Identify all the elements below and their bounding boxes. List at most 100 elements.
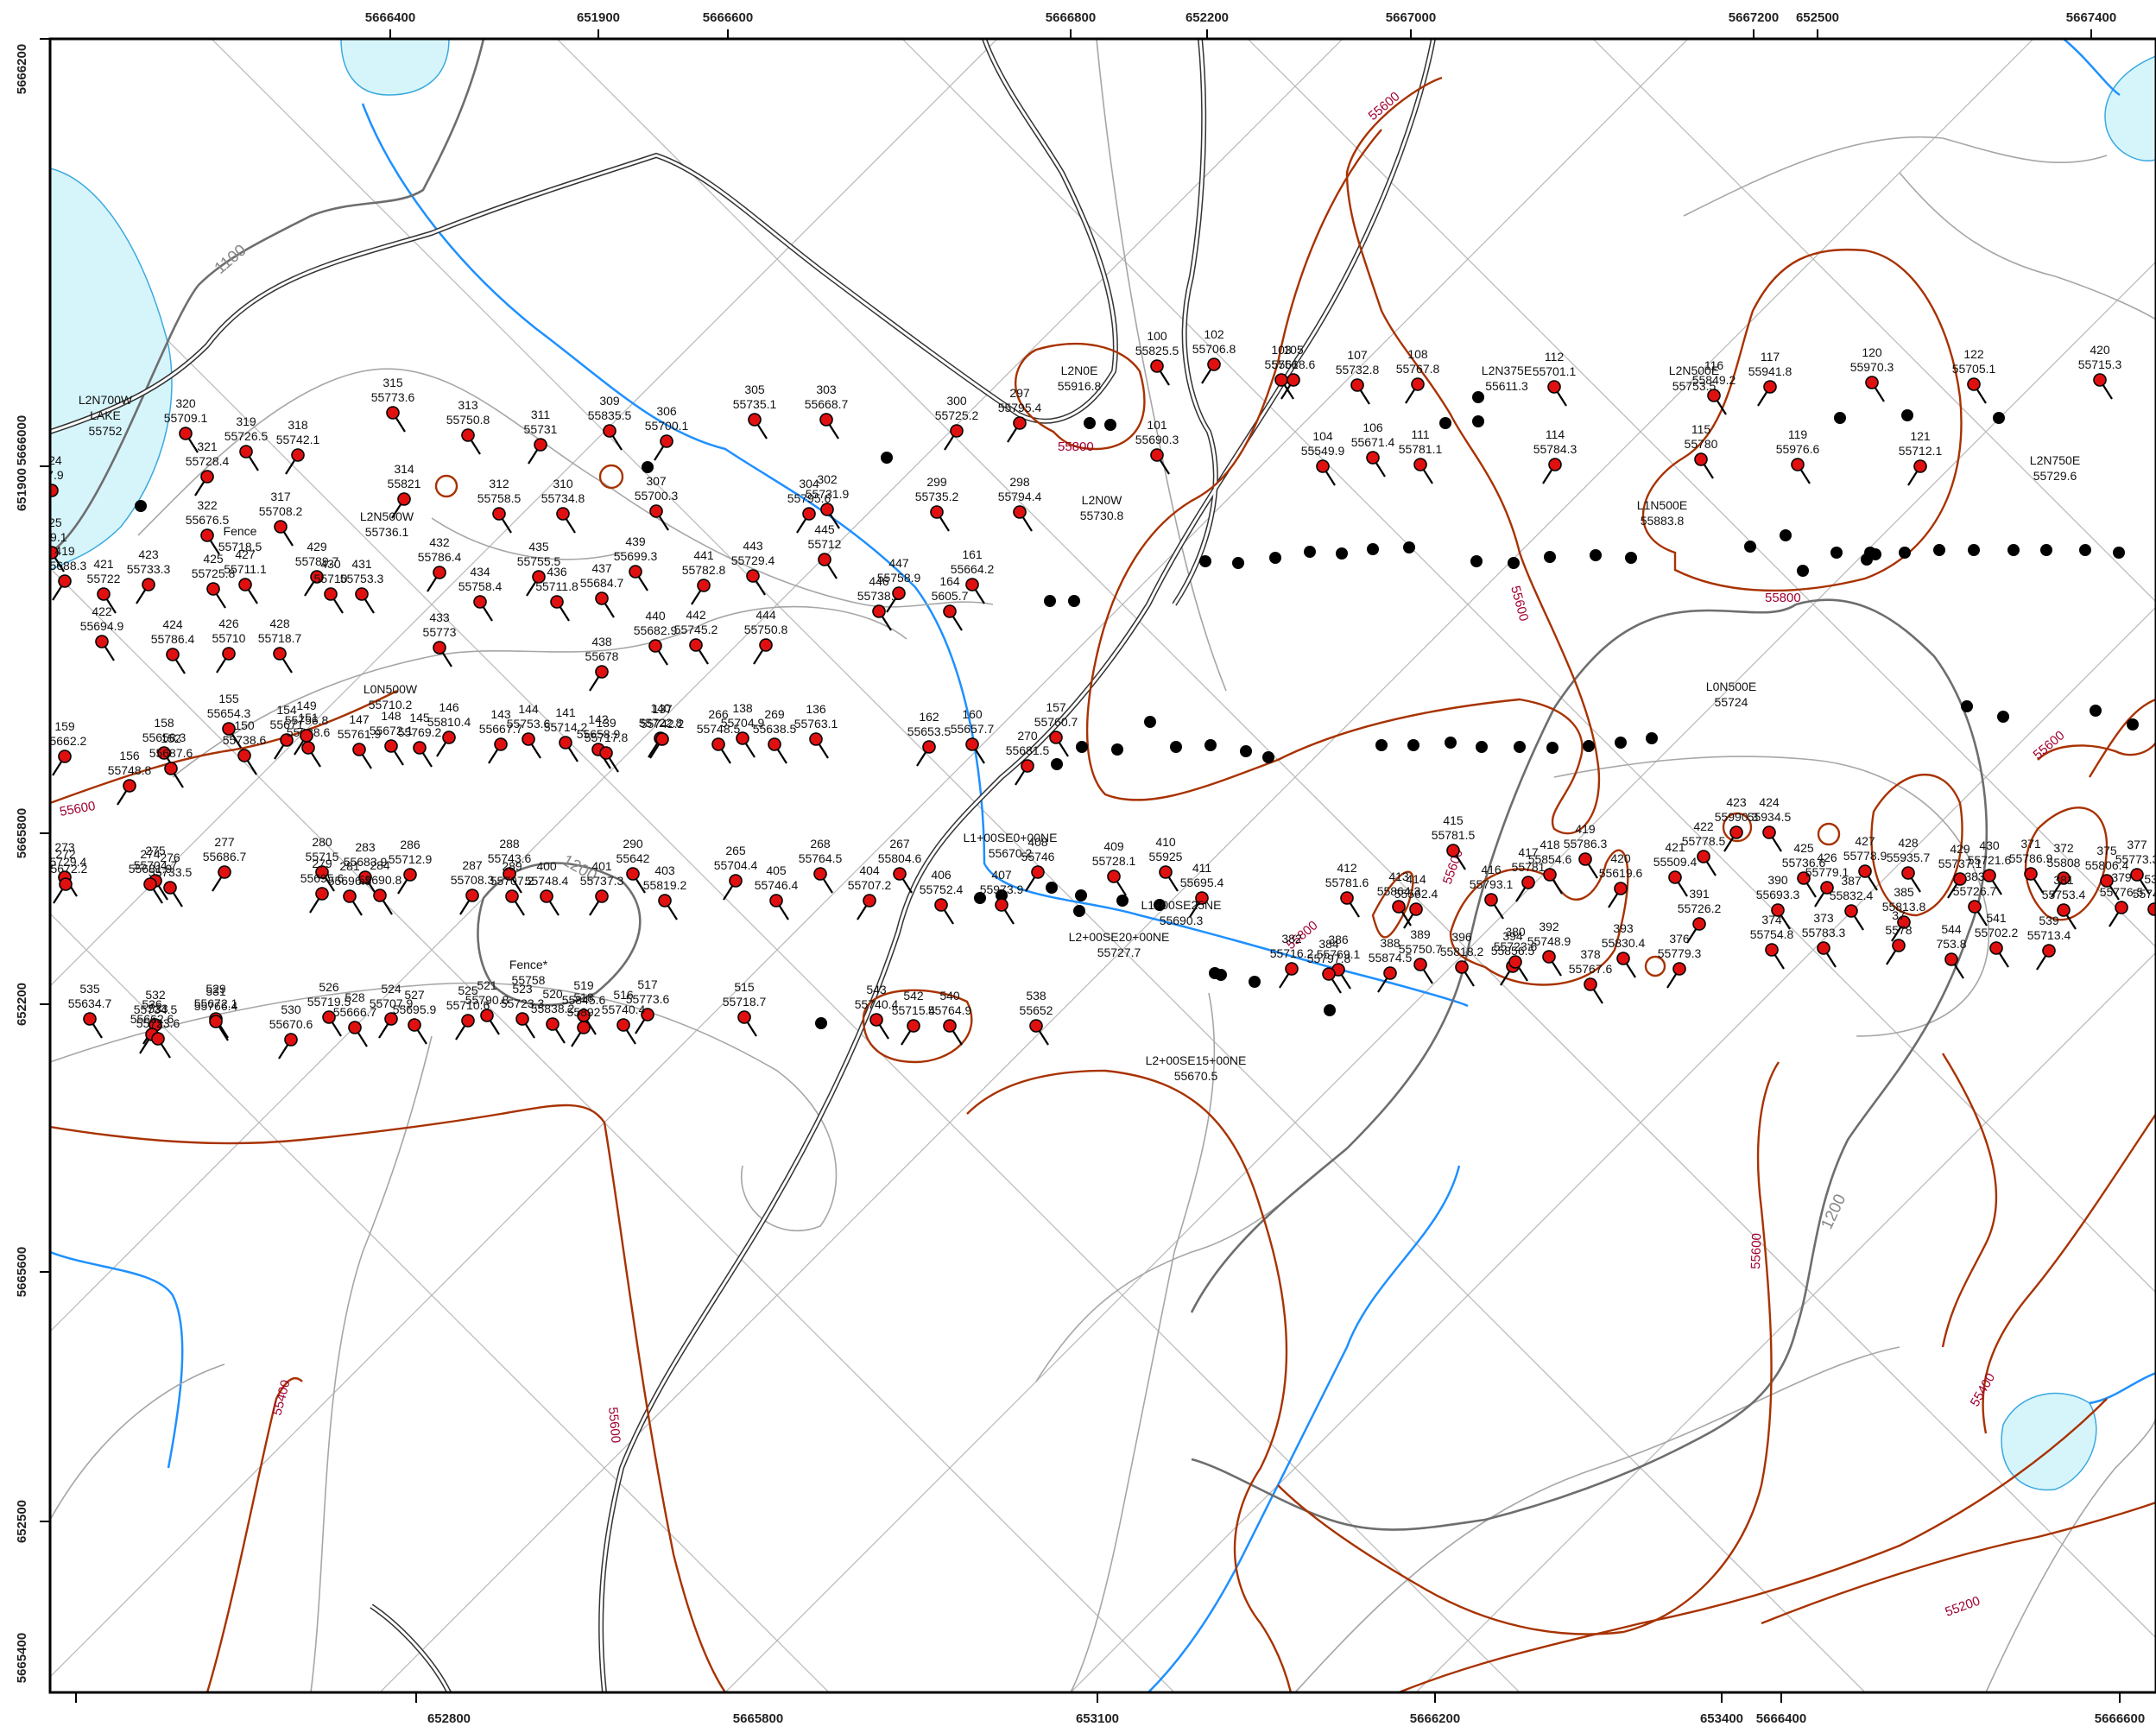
- station-value: 55722.8: [639, 716, 683, 730]
- station-value: 55756.8: [285, 713, 329, 727]
- station-dot: [218, 865, 231, 879]
- station-dot: [239, 445, 253, 459]
- station-dot: [802, 507, 816, 521]
- station-value: 55717.8: [585, 731, 629, 744]
- station-value: 55856.5: [1491, 944, 1535, 958]
- station-value: 55738.2: [857, 589, 901, 603]
- station-value: 55804.6: [878, 851, 922, 865]
- station-value: 55818.2: [1440, 945, 1484, 958]
- station-id: 540: [939, 989, 960, 1002]
- station-id: 392: [1539, 920, 1559, 933]
- station-dot: [1967, 377, 1981, 391]
- station-id: 412: [1337, 861, 1357, 875]
- station-value: 55766.4: [194, 999, 238, 1013]
- station-id: 427: [235, 547, 256, 561]
- station-value: 55654.3: [207, 706, 251, 720]
- station-value: 55745.2: [674, 623, 718, 636]
- station-value: 55734.8: [541, 491, 585, 505]
- top-axis: 5666400 651900 5666600 5666800 652200 56…: [365, 10, 2116, 25]
- station-dot: [820, 503, 834, 516]
- station-dot: [315, 887, 329, 901]
- station-id: 439: [625, 534, 646, 548]
- station-dot: [343, 889, 357, 903]
- station-value: 55773.6: [371, 390, 415, 404]
- station-dot: [550, 595, 564, 609]
- station-id: 164: [939, 574, 960, 588]
- station-dot: [1392, 900, 1406, 914]
- station-value: 55845.6: [562, 993, 606, 1007]
- station-dot: [433, 566, 446, 579]
- station-id: 120: [1862, 345, 1882, 359]
- station-id: 322: [197, 498, 218, 512]
- station-id: 543: [866, 983, 887, 996]
- station-id: 115: [1691, 422, 1711, 436]
- station-id: 544: [1941, 922, 1962, 936]
- station-id: 383: [1964, 870, 1985, 883]
- station-dot: [1913, 459, 1927, 473]
- station-id: 537: [2144, 872, 2156, 886]
- station-value: 55731: [524, 422, 558, 436]
- station-value: 55700.1: [645, 419, 689, 433]
- station-value: 55780: [1685, 437, 1718, 451]
- station-value: 55710.6: [446, 998, 490, 1012]
- station-dot: [280, 733, 294, 747]
- station-dot-unlabelled: [1104, 419, 1116, 431]
- station-value: 55874.5: [1369, 951, 1413, 965]
- station-id: 309: [599, 394, 620, 408]
- station-dot: [595, 591, 609, 605]
- station-value: 55725.2: [935, 408, 979, 422]
- station-id: 423: [138, 547, 159, 561]
- station-id: 324: [41, 453, 62, 467]
- station-id: 519: [573, 978, 594, 992]
- station-dot-unlabelled: [974, 892, 986, 904]
- station-id: 267: [889, 837, 910, 851]
- station-id: 426: [1817, 851, 1837, 864]
- station-id: 268: [810, 837, 831, 851]
- station-dot: [540, 889, 553, 903]
- line-label: L2N500E: [1669, 364, 1719, 377]
- station-id: 314: [394, 462, 414, 476]
- station-id: 371: [2020, 837, 2041, 851]
- station-dot-unlabelled: [1470, 555, 1483, 567]
- station-id: 435: [528, 540, 549, 553]
- station-dot: [1366, 451, 1380, 465]
- station-dot: [143, 877, 157, 891]
- station-value: 55748.9: [1527, 934, 1571, 948]
- station-id: 536: [142, 997, 162, 1011]
- station-dot: [768, 737, 781, 751]
- station-value: 55813.8: [1882, 900, 1926, 914]
- station-dot-unlabelled: [1375, 739, 1388, 751]
- station-value: 55737.3: [580, 874, 624, 888]
- line-label: 55752: [89, 424, 123, 438]
- station-value: 55786.9: [2009, 851, 2053, 865]
- line-label: L2+00SE20+00NE: [1069, 930, 1170, 944]
- station-dot: [1820, 881, 1834, 895]
- station-value: 55662.2: [43, 734, 87, 748]
- station-dot: [626, 867, 640, 881]
- station-value: 55753.3: [340, 572, 384, 585]
- station-value: 55672.1: [194, 996, 238, 1010]
